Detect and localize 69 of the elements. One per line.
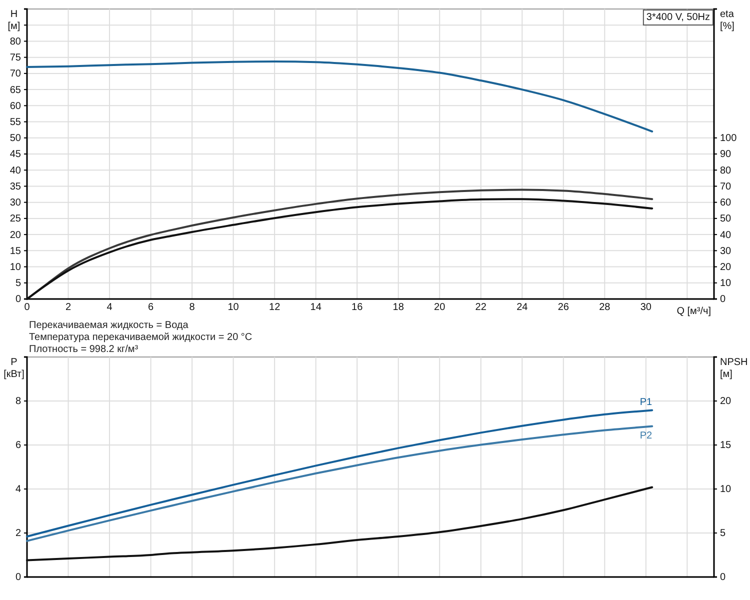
text: Перекачиваемая жидкость = Вода <box>29 320 189 331</box>
x-tick-label: 2 <box>65 302 72 314</box>
x-tick-label: 24 <box>516 302 528 314</box>
y-tick-label: 20 <box>10 230 22 241</box>
y-tick-label: 55 <box>10 116 22 128</box>
y-tick-label: 0 <box>15 572 22 584</box>
y-tick-label: 75 <box>10 52 22 64</box>
y-tick-label: 25 <box>10 214 22 225</box>
x-axis-title: Q [м³/ч] <box>676 306 712 317</box>
x-tick-label: 18 <box>392 302 404 314</box>
y2-tick-label: 10 <box>720 484 732 496</box>
y2-tick-label: 15 <box>720 440 732 452</box>
y2-tick-label: 20 <box>720 396 732 408</box>
text: Температура перекачиваемой жидкости = 20 °C <box>29 332 252 343</box>
y-tick-label: 6 <box>15 440 22 452</box>
line-series <box>26 486 654 562</box>
y2-axis-title: eta [%] <box>720 9 735 32</box>
y2-tick-label: 100 <box>720 133 738 144</box>
line-series <box>26 409 654 538</box>
x-tick-label: 16 <box>352 302 364 314</box>
x-tick-label: 28 <box>599 302 611 314</box>
y-tick-label: 4 <box>15 484 22 496</box>
y2-tick-label: 0 <box>720 294 726 306</box>
y2-tick-label: 5 <box>720 528 726 540</box>
y2-tick-label: 80 <box>720 165 732 176</box>
x-tick-label: 30 <box>640 302 652 314</box>
x-tick-label: 10 <box>228 302 240 314</box>
series-label: P2 <box>640 430 653 442</box>
x-tick-label: 6 <box>148 302 154 314</box>
y2-tick-label: 10 <box>720 278 732 290</box>
x-tick-label: 4 <box>106 302 113 314</box>
y-tick-label: 40 <box>10 165 22 176</box>
y-axis-title: H [м] <box>8 9 20 32</box>
y2-tick-label: 30 <box>720 246 732 257</box>
y-tick-label: 35 <box>10 181 22 192</box>
y2-tick-label: 70 <box>720 181 732 192</box>
x-tick-label: 20 <box>434 302 446 314</box>
y-tick-label: 10 <box>10 262 22 273</box>
line-series <box>26 425 654 542</box>
y-tick-label: 5 <box>15 278 22 290</box>
y-tick-label: 70 <box>10 68 22 80</box>
y-tick-label: 2 <box>15 528 22 540</box>
y-tick-label: 45 <box>10 149 22 160</box>
y-tick-label: 8 <box>15 396 22 408</box>
y2-tick-label: 20 <box>720 262 732 273</box>
x-tick-label: 0 <box>24 302 30 314</box>
y-tick-label: 50 <box>10 133 22 144</box>
y-tick-label: 80 <box>10 36 22 48</box>
y-tick-label: 0 <box>15 294 22 306</box>
y2-axis-title: NPSH [м] <box>720 357 748 380</box>
y-tick-label: 65 <box>10 84 22 96</box>
line-series <box>26 60 654 132</box>
y2-tick-label: 50 <box>720 214 732 225</box>
x-tick-label: 26 <box>558 302 570 314</box>
y2-tick-label: 60 <box>720 198 732 209</box>
series-label: P1 <box>640 397 653 408</box>
y2-tick-label: 0 <box>720 572 726 584</box>
x-tick-label: 14 <box>310 302 322 314</box>
y-tick-label: 30 <box>10 198 22 209</box>
y2-tick-label: 40 <box>720 230 732 241</box>
y-tick-label: 15 <box>10 246 22 257</box>
y2-tick-label: 90 <box>720 149 732 160</box>
x-tick-label: 8 <box>189 302 196 314</box>
x-tick-label: 12 <box>269 302 281 314</box>
x-tick-label: 22 <box>475 302 487 314</box>
chart-title: 3*400 V, 50Hz <box>646 12 710 23</box>
y-axis-title: P [кВт] <box>4 357 25 380</box>
text: Плотность = 998.2 кг/м³ <box>29 344 139 355</box>
y-tick-label: 60 <box>10 100 22 112</box>
